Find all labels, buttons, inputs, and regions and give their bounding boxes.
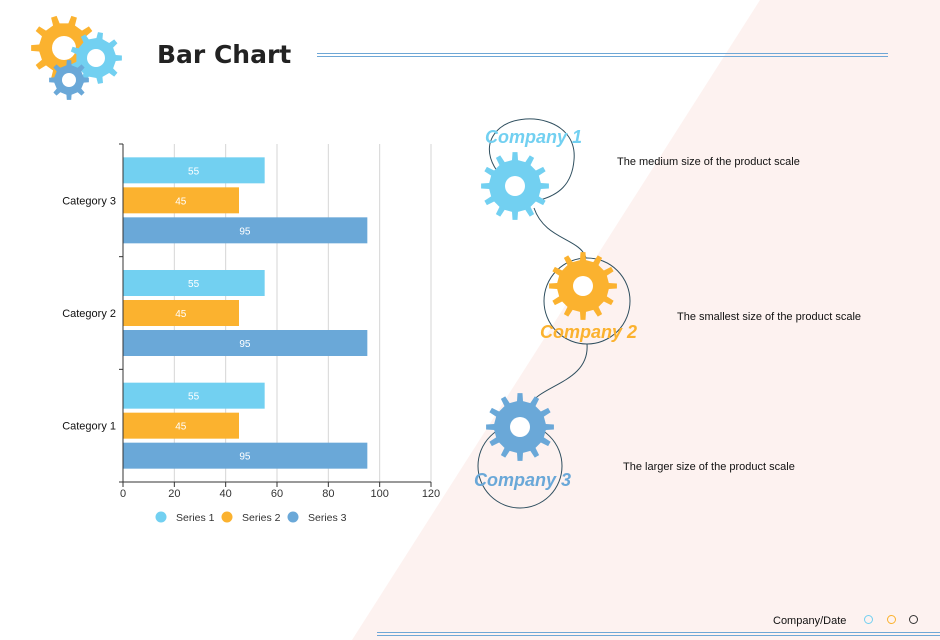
bar [123,187,239,214]
bar-value-label: 55 [188,392,200,403]
bar-value-label: 45 [175,309,187,320]
company-1-description: The medium size of the product scale [617,156,800,168]
x-tick-label: 20 [168,488,180,500]
bar [123,330,368,356]
company-1-gear-icon [481,152,549,220]
connector-2-3 [529,343,588,406]
legend-label: Series 3 [308,512,347,524]
chart-axes: 0 20 40 60 80 100 120 Category 3 Category 2 Categ… [62,143,440,500]
legend-label: Series 1 [176,512,215,524]
footer-dot-blue [864,615,873,624]
company-1-loop [488,118,575,201]
bar [123,270,265,296]
category-label: Category 3 [62,195,116,207]
x-tick-label: 120 [422,488,440,500]
bar [123,442,368,469]
x-tick-label: 40 [220,488,232,500]
bar-value-label: 45 [175,196,187,207]
company-3-description: The larger size of the product scale [623,461,795,473]
bar-value-label: 55 [188,166,200,177]
title-divider [317,53,888,57]
gears-logo-icon [31,15,122,100]
legend-label: Series 2 [242,512,281,524]
x-tick-label: 0 [120,488,126,500]
logo-gear-darkblue-icon [49,60,89,100]
logo-gear-blue-icon [70,32,122,84]
company-3-label: Company 3 [474,470,572,490]
legend-marker [287,511,299,523]
bar [123,217,368,244]
footer-company-date: Company/Date [773,615,847,627]
footer-dot-orange [887,615,896,624]
bar [123,300,239,326]
chart-legend: Series 1 Series 2 Series 3 [155,511,347,524]
bar [123,412,239,439]
bar-value-label: 45 [175,422,187,433]
connector-1-2 [533,207,587,259]
bar-value-label: 95 [239,226,251,237]
footer-dot-dark [909,615,918,624]
x-tick-label: 100 [370,488,388,500]
company-2-gear-icon [549,252,617,320]
category-label: Category 1 [62,421,116,433]
company-1-label: Company 1 [485,127,583,147]
bar [123,382,265,409]
company-diagram [477,118,631,509]
x-tick-label: 60 [271,488,283,500]
bar-value-label: 55 [188,279,200,290]
company-2-label: Company 2 [540,322,638,342]
footer-divider [377,632,940,636]
page-title: Bar Chart [157,40,292,69]
legend-marker [155,511,167,523]
legend-marker [221,511,233,523]
bar [123,157,265,184]
x-tick-label: 80 [322,488,334,500]
bar-value-label: 95 [239,452,251,463]
company-3-gear-icon [486,393,554,461]
company-2-description: The smallest size of the product scale [677,311,862,323]
chart-bars: 55 45 95 55 45 95 55 45 95 [123,157,368,469]
category-label: Category 2 [62,308,116,320]
bar-value-label: 95 [239,339,251,350]
